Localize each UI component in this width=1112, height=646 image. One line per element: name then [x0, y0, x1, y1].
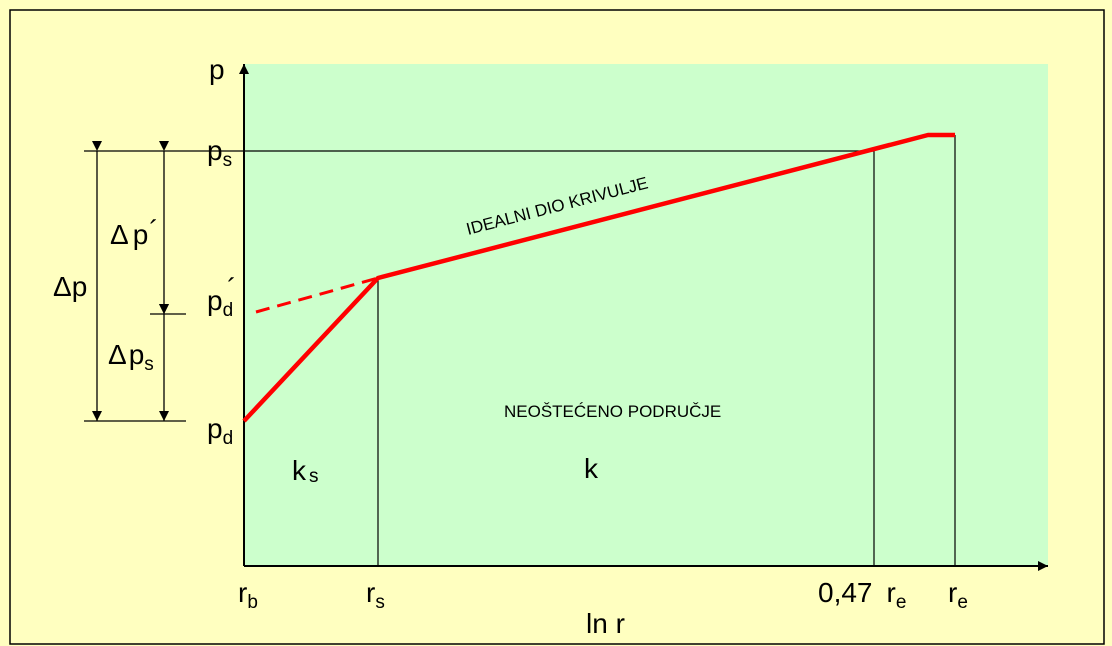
k-zone-label: k	[584, 453, 599, 484]
re047-label: 0,47 re	[818, 577, 906, 613]
re-label: re	[948, 577, 968, 613]
x-axis-label: ln r	[586, 608, 625, 639]
rs-label: rs	[366, 577, 385, 613]
dp-label: Δp	[53, 271, 87, 302]
outer-border	[9, 9, 1105, 645]
ps-label: ps	[207, 135, 232, 171]
pd-label: pd	[207, 413, 233, 449]
dps-label: Δps	[108, 339, 154, 375]
plot-area	[244, 64, 1048, 566]
undamaged-zone-annotation: NEOŠTEĆENO PODRUČJE	[504, 402, 721, 421]
pressure-curve	[242, 132, 955, 423]
y-axis-label: p	[209, 54, 225, 85]
pd-prime-label: pd´	[207, 273, 236, 321]
rb-label: rb	[238, 577, 258, 613]
